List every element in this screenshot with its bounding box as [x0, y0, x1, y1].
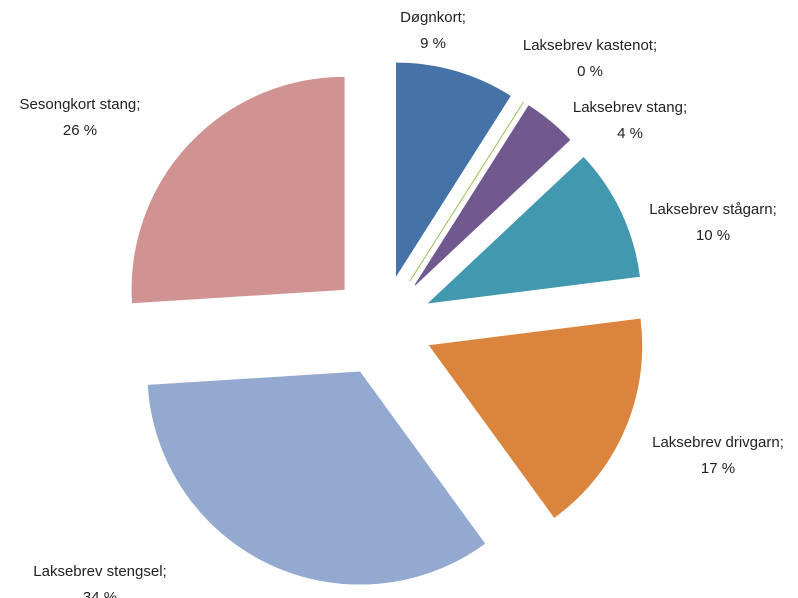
slice-label: Laksebrev stang; [573, 99, 687, 116]
slice-label: Sesongkort stang; [20, 96, 141, 113]
slice-label: Døgnkort; [400, 9, 466, 26]
pie-slice [147, 371, 486, 585]
slice-label: Laksebrev stengsel; [33, 563, 166, 580]
pie-slice [427, 157, 640, 304]
pie-slice [428, 318, 643, 518]
slice-value-label: 34 % [83, 589, 117, 598]
slice-value-label: 0 % [577, 63, 603, 80]
pie-slice [396, 62, 511, 277]
slice-value-label: 26 % [63, 122, 97, 139]
slice-label: Laksebrev stågarn; [649, 201, 777, 218]
slice-value-label: 10 % [696, 227, 730, 244]
slice-label: Laksebrev drivgarn; [652, 434, 784, 451]
slice-value-label: 9 % [420, 35, 446, 52]
pie-slice [414, 105, 571, 286]
slice-value-label: 4 % [617, 125, 643, 142]
pie-slice [131, 76, 345, 304]
slice-label: Laksebrev kastenot; [523, 37, 657, 54]
slice-value-label: 17 % [701, 460, 735, 477]
